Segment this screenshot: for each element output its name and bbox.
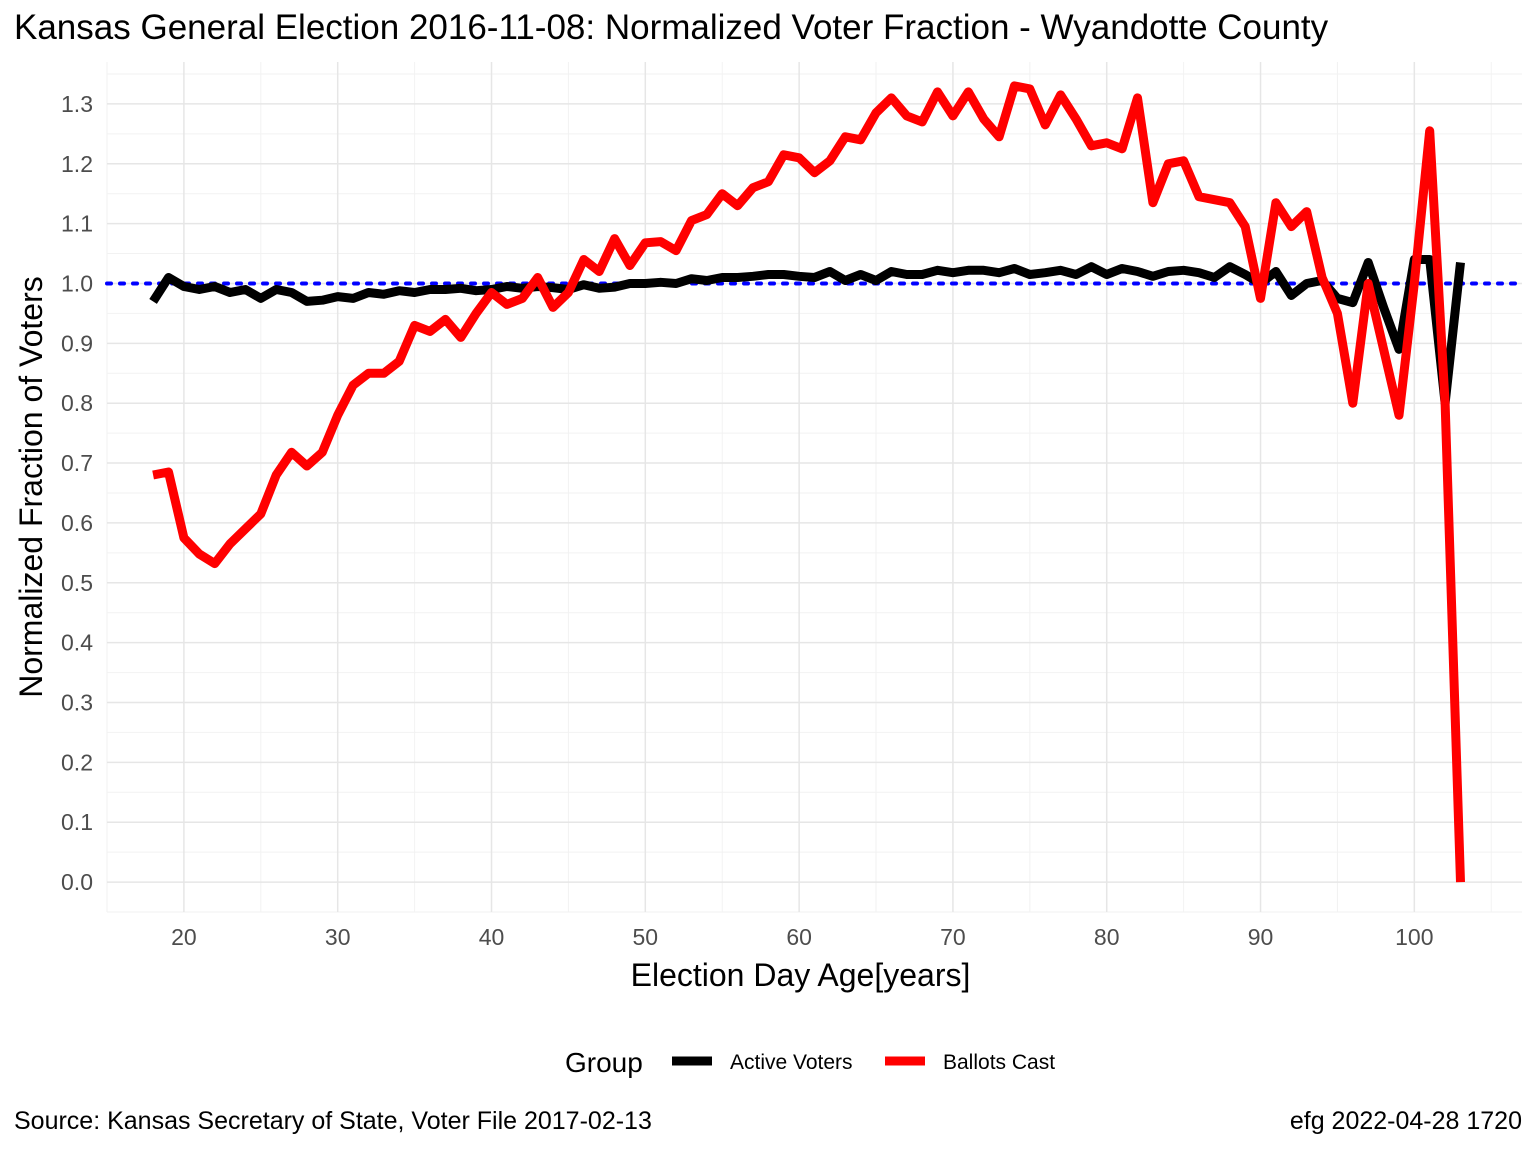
- x-tick-label: 80: [1094, 924, 1120, 950]
- y-tick-label: 0.7: [61, 450, 93, 476]
- x-tick-label: 70: [940, 924, 966, 950]
- y-tick-label: 0.4: [61, 630, 93, 656]
- y-tick-label: 0.6: [61, 510, 93, 536]
- y-tick-label: 0.0: [61, 869, 93, 895]
- x-tick-label: 90: [1248, 924, 1274, 950]
- legend-items: Active Voters Ballots Cast: [672, 1051, 1055, 1074]
- y-tick-label: 0.8: [61, 390, 93, 416]
- x-tick-label: 50: [633, 924, 659, 950]
- y-tick-label: 0.3: [61, 689, 93, 715]
- legend: Group Active Voters Ballots Cast: [565, 1047, 1055, 1078]
- x-tick-label: 30: [325, 924, 351, 950]
- y-tick-label: 0.5: [61, 570, 93, 596]
- y-tick-label: 0.2: [61, 749, 93, 775]
- y-tick-label: 1.3: [61, 91, 93, 117]
- y-axis-ticks: 0.0 0.1 0.2 0.3 0.4 0.5 0.6 0.7 0.8 0.9 1.0 1.1 1.2 1…: [61, 91, 93, 895]
- y-tick-label: 0.9: [61, 330, 93, 356]
- legend-title: Group: [565, 1047, 643, 1078]
- y-tick-label: 1.0: [61, 270, 93, 296]
- legend-label-active-voters: Active Voters: [730, 1051, 853, 1074]
- chart-title: Kansas General Election 2016-11-08: Norm…: [14, 8, 1329, 47]
- x-tick-label: 20: [171, 924, 197, 950]
- grid-lines: [106, 62, 1522, 913]
- credit-caption: efg 2022-04-28 1720: [1289, 1107, 1522, 1135]
- y-tick-label: 1.2: [61, 151, 93, 177]
- x-axis-title: Election Day Age[years]: [631, 957, 971, 993]
- y-tick-label: 1.1: [61, 211, 93, 237]
- series-lines: [149, 81, 1465, 883]
- series-line-ballots-cast: [152, 81, 1465, 883]
- legend-label-ballots-cast: Ballots Cast: [943, 1051, 1055, 1074]
- y-tick-label: 0.1: [61, 809, 93, 835]
- x-tick-label: 40: [479, 924, 505, 950]
- source-caption: Source: Kansas Secretary of State, Voter…: [14, 1107, 652, 1135]
- series-line-active-voters: [149, 255, 1465, 408]
- x-tick-label: 100: [1395, 924, 1433, 950]
- x-axis-ticks: 20 30 40 50 60 70 80 90 100: [171, 924, 1433, 950]
- x-tick-label: 60: [786, 924, 812, 950]
- y-axis-title: Normalized Fraction of Voters: [13, 276, 49, 698]
